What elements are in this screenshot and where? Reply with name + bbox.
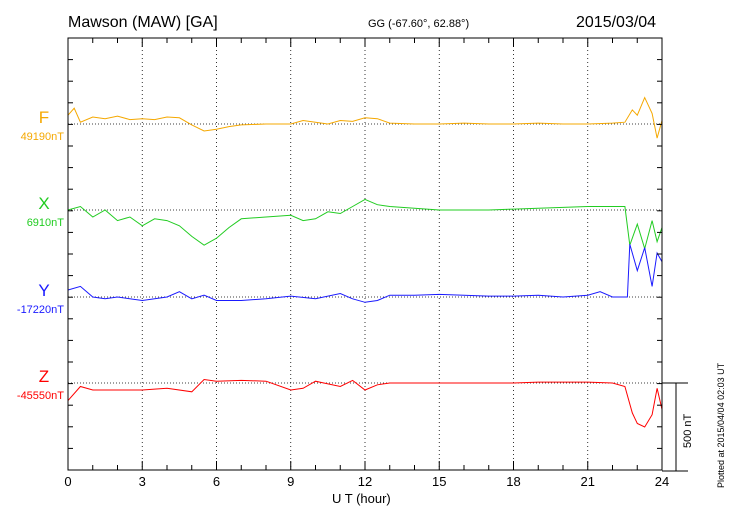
x-tick-label: 6: [213, 474, 220, 489]
plotted-at-note: Plotted at 2015/04/04 02:03 UT: [716, 362, 726, 488]
plot-frame: [67, 37, 663, 471]
x-tick-label: 0: [64, 474, 71, 489]
series-baseline-X: 6910nT: [26, 217, 64, 229]
date-label: 2015/03/04: [576, 14, 657, 31]
coordinates-label: GG (-67.60°, 62.88°): [368, 18, 470, 30]
axis-layer: 0 3 6 9 12 15 18 21 24: [64, 37, 669, 489]
series-name-F: F: [38, 108, 50, 127]
x-tick-label: 3: [139, 474, 146, 489]
series-baseline-Z: -45550nT: [16, 390, 64, 402]
series-name-X: X: [38, 194, 50, 213]
series-line-X: [67, 198, 663, 251]
x-tick-label: 24: [655, 474, 669, 489]
x-tick-label: 21: [581, 474, 595, 489]
series-line-F: [67, 96, 663, 139]
series-baseline-Y: -17220nT: [16, 304, 64, 316]
series-name-Z: Z: [38, 367, 50, 386]
x-tick-label: 18: [506, 474, 520, 489]
x-tick-label: 15: [432, 474, 446, 489]
series-name-Y: Y: [38, 281, 50, 300]
scale-bar: [662, 382, 688, 472]
series-layer: [67, 96, 663, 428]
series-line-Y: [67, 244, 663, 303]
station-title: Mawson (MAW) [GA]: [68, 14, 218, 31]
scale-bar-label: 500 nT: [682, 413, 694, 448]
series-baseline-F: 49190nT: [20, 131, 64, 143]
x-tick-label: 12: [358, 474, 372, 489]
grid-layer: [141, 38, 589, 470]
x-tick-label: 9: [287, 474, 294, 489]
x-axis-label: U T (hour): [332, 491, 391, 506]
series-line-Z: [67, 378, 663, 428]
